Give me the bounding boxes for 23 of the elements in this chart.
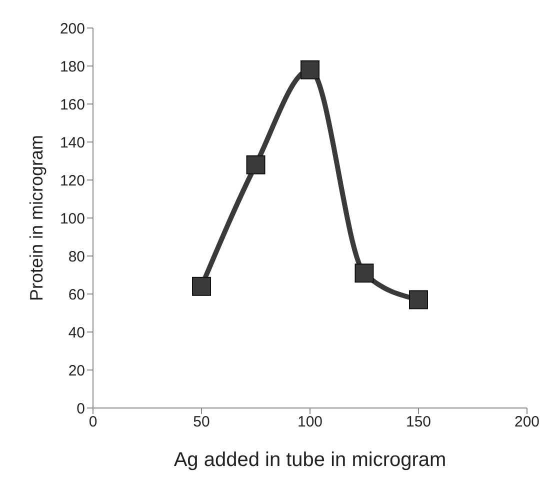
point bbox=[246, 155, 266, 174]
y-tick-label: 160 bbox=[60, 96, 85, 114]
point bbox=[192, 276, 211, 296]
y-tick-label: 0 bbox=[76, 400, 85, 418]
x-tick-label: 50 bbox=[193, 414, 210, 431]
y-axis-title: Protein in microgram bbox=[26, 134, 46, 302]
x-tick-label: 200 bbox=[514, 414, 540, 431]
x-axis-title: Ag added in tube in microgram bbox=[174, 449, 446, 471]
x-tick-label: 150 bbox=[406, 414, 432, 431]
point bbox=[354, 264, 374, 283]
y-tick-label: 100 bbox=[60, 210, 85, 228]
y-tick-label: 20 bbox=[68, 362, 85, 380]
y-tick-label: 200 bbox=[60, 20, 85, 38]
y-tick-label: 60 bbox=[68, 286, 85, 304]
y-tick-label: 140 bbox=[60, 134, 85, 152]
y-tick-label: 80 bbox=[68, 248, 85, 266]
x-tick-label: 0 bbox=[88, 414, 98, 431]
point bbox=[409, 290, 428, 310]
y-tick-label: 40 bbox=[68, 324, 85, 342]
y-tick-label: 120 bbox=[60, 172, 85, 190]
point bbox=[300, 60, 320, 80]
x-tick-label: 100 bbox=[297, 414, 323, 431]
y-tick-label: 180 bbox=[60, 58, 85, 76]
